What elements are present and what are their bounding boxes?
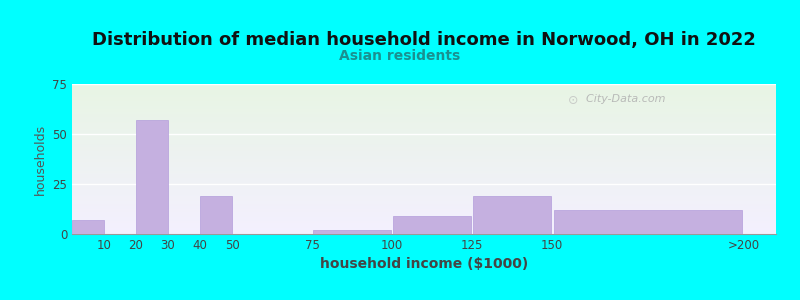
Text: Asian residents: Asian residents [339,49,461,62]
Bar [313,230,391,234]
Bar [200,196,232,234]
Bar [473,196,551,234]
Bar [393,216,471,234]
X-axis label: household income ($1000): household income ($1000) [320,257,528,272]
Y-axis label: households: households [34,123,46,195]
Bar [554,210,742,234]
Bar [72,220,104,234]
Bar [136,120,168,234]
Text: City-Data.com: City-Data.com [579,94,666,104]
Text: ⊙: ⊙ [568,94,579,107]
Title: Distribution of median household income in Norwood, OH in 2022: Distribution of median household income … [92,31,756,49]
